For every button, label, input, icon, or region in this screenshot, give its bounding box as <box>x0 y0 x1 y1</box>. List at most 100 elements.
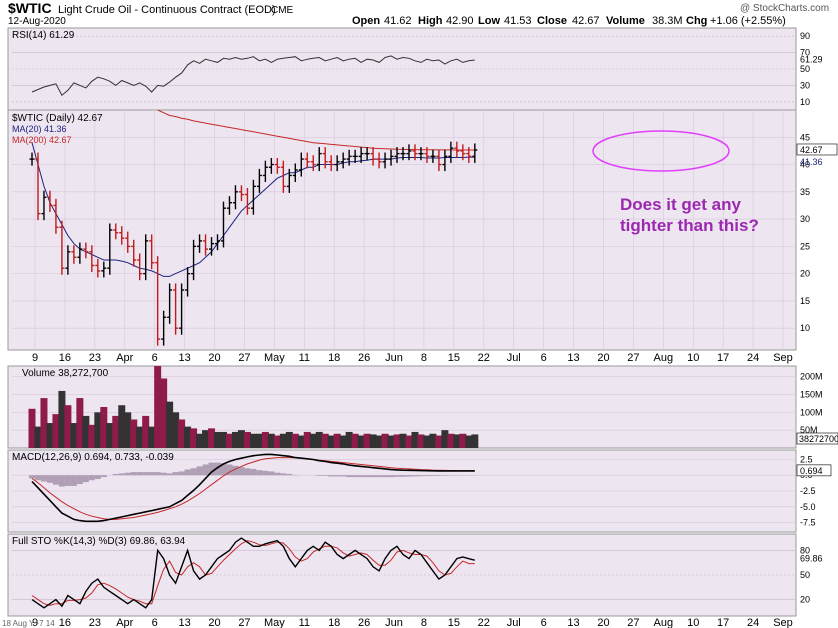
macd-histogram-bar <box>46 475 53 483</box>
macd-histogram-bar <box>346 475 353 478</box>
volume-bar <box>148 426 156 448</box>
macd-histogram-bar <box>394 475 401 477</box>
macd-histogram-bar <box>112 473 119 476</box>
macd-histogram-bar <box>232 465 239 476</box>
macd-histogram-bar <box>52 475 59 485</box>
sto-last-value: 69.86 <box>800 554 823 564</box>
x-tick-label: 6 <box>152 617 158 628</box>
macd-histogram-bar <box>340 475 347 477</box>
macd-histogram-bar <box>441 475 448 476</box>
volume-bar <box>375 435 383 448</box>
x-tick-label: Apr <box>116 352 133 364</box>
volume-bar <box>70 423 78 448</box>
x-tick-label: 16 <box>59 617 71 628</box>
volume-bar <box>315 431 323 448</box>
macd-histogram-bar <box>58 475 65 487</box>
x-tick-label: 26 <box>358 352 370 364</box>
macd-histogram-bar <box>76 475 83 485</box>
macd-histogram-bar <box>244 468 251 476</box>
volume-bar <box>196 433 204 448</box>
macd-histogram-bar <box>328 475 335 477</box>
open-value: 41.62 <box>384 15 412 27</box>
x-tick-label: 11 <box>299 617 310 628</box>
volume-bar <box>357 435 365 448</box>
volume-last-value: 38272700 <box>799 434 838 444</box>
macd-histogram-bar <box>148 472 155 476</box>
volume-bar <box>333 433 341 448</box>
open-label: Open <box>352 15 380 27</box>
volume-bar <box>118 405 126 448</box>
macd-histogram-bar <box>334 475 341 477</box>
x-tick-label: 8 <box>421 617 427 628</box>
volume-bar <box>136 426 144 448</box>
price-tick-label: 20 <box>800 269 810 279</box>
highlight-ellipse <box>592 130 730 172</box>
volume-bar <box>327 435 335 448</box>
x-tick-label: Sep <box>773 617 793 628</box>
macd-histogram-bar <box>364 475 371 478</box>
macd-histogram-bar <box>435 475 442 476</box>
x-tick-label: Apr <box>116 617 133 628</box>
close-label: Close <box>537 15 567 27</box>
x-tick-label: 20 <box>597 352 609 364</box>
volume-bar <box>243 431 251 448</box>
macd-histogram-bar <box>429 475 436 476</box>
x-tick-label: 9 <box>32 352 38 364</box>
macd-histogram-bar <box>376 475 383 478</box>
volume-bar <box>190 428 198 448</box>
volume-bar <box>202 430 210 448</box>
macd-histogram-bar <box>196 466 203 476</box>
macd-histogram-bar <box>88 475 95 481</box>
volume-bar <box>399 433 407 448</box>
volume-tick-label: 150M <box>800 390 823 400</box>
price-last-value-box <box>796 143 838 156</box>
macd-histogram-bar <box>411 475 418 477</box>
x-tick-label: 6 <box>541 617 547 628</box>
x-tick-label: 16 <box>59 352 71 364</box>
rsi-last-value: 61.29 <box>800 55 823 65</box>
volume-bar <box>435 435 443 448</box>
price-tick-label: 15 <box>800 296 810 306</box>
macd-histogram-bar <box>160 472 167 476</box>
price-tick-label: 40 <box>800 160 810 170</box>
x-tick-label: 24 <box>747 617 759 628</box>
macd-histogram-bar <box>322 475 329 476</box>
x-tick-label: 18 <box>328 617 340 628</box>
x-tick-label: 27 <box>627 617 639 628</box>
macd-histogram-bar <box>130 472 137 476</box>
macd-histogram-bar <box>358 475 365 478</box>
x-tick-label: 15 <box>448 617 460 628</box>
macd-histogram-bar <box>142 472 149 476</box>
price-tick-label: 30 <box>800 214 810 224</box>
chg-label: Chg <box>686 15 707 27</box>
volume-bar <box>82 415 90 448</box>
macd-signal-line <box>31 457 475 520</box>
high-value: 42.90 <box>446 15 474 27</box>
x-tick-label: 10 <box>687 352 699 364</box>
macd-histogram-bar <box>40 475 47 482</box>
x-tick-label: 17 <box>717 617 729 628</box>
x-tick-label: 27 <box>627 352 639 364</box>
bottom-left-label: 18 Aug Y -7 14 <box>2 619 55 628</box>
volume-bar <box>459 433 467 448</box>
x-tick-label: 23 <box>89 617 101 628</box>
sto-k-line <box>31 537 475 609</box>
low-value: 41.53 <box>504 15 532 27</box>
x-tick-label: 6 <box>152 352 158 364</box>
volume-bar <box>40 398 48 448</box>
volume-bar <box>417 434 425 448</box>
price-title: $WTIC (Daily) 42.67 <box>12 113 103 124</box>
volume-bar <box>160 378 168 448</box>
x-tick-label: 10 <box>687 617 699 628</box>
volume-bar <box>381 433 389 448</box>
volume-bar <box>387 435 395 448</box>
x-tick-label: Sep <box>773 352 793 364</box>
macd-histogram-bar <box>184 469 191 476</box>
volume-bar <box>411 431 419 448</box>
volume-bar <box>64 405 72 448</box>
x-tick-label: 13 <box>567 617 579 628</box>
x-tick-label: 20 <box>597 617 609 628</box>
macd-histogram-bar <box>405 475 412 477</box>
macd-histogram-bar <box>262 470 269 476</box>
